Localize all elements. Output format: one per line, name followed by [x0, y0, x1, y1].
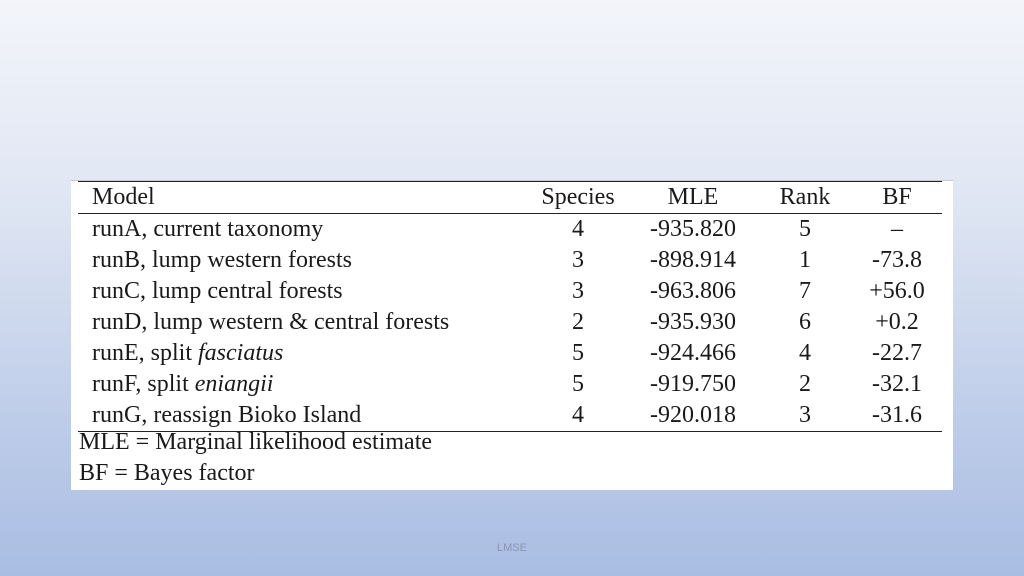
model-name: runD, lump western & central forests — [92, 309, 450, 335]
mle-cell: -898.914 — [650, 247, 736, 273]
table-row: runG, reassign Bioko Island 4 -920.018 3… — [78, 400, 942, 432]
model-cell: runG, reassign Bioko Island — [78, 400, 528, 432]
bf-cell: -32.1 — [872, 371, 922, 397]
table-row: runA, current taxonomy 4 -935.820 5 – — [78, 214, 942, 246]
header-bf: BF — [852, 181, 942, 214]
rank-cell: 4 — [799, 340, 811, 366]
header-rank: Rank — [758, 181, 852, 214]
mle-cell: -919.750 — [650, 371, 736, 397]
model-name: runB, lump western forests — [92, 247, 352, 273]
rank-cell: 3 — [758, 400, 852, 432]
mle-cell: -963.806 — [650, 278, 736, 304]
model-name: runE, split — [92, 340, 198, 366]
bf-cell: +56.0 — [869, 278, 925, 304]
rank-cell: 1 — [799, 247, 811, 273]
mle-cell: -920.018 — [628, 400, 758, 432]
rank-cell: 7 — [799, 278, 811, 304]
species-cell: 5 — [572, 340, 584, 366]
mle-cell: -924.466 — [650, 340, 736, 366]
model-name: runG, reassign Bioko Island — [92, 402, 362, 428]
table-footnotes: MLE = Marginal likelihood estimate BF = … — [79, 427, 432, 489]
bf-cell: -31.6 — [852, 400, 942, 432]
model-name: runF, split — [92, 371, 195, 397]
table-row: runE, split fasciatus 5 -924.466 4 -22.7 — [78, 338, 942, 369]
table-row: runD, lump western & central forests 2 -… — [78, 307, 942, 338]
rank-cell: 6 — [799, 309, 811, 335]
species-cell: 3 — [572, 247, 584, 273]
species-cell: 4 — [528, 400, 628, 432]
species-cell: 2 — [572, 309, 584, 335]
header-species: Species — [528, 181, 628, 214]
model-comparison-table-card: Model Species MLE Rank BF runA, current … — [71, 180, 953, 490]
mle-cell: -935.930 — [650, 309, 736, 335]
model-name: runC, lump central forests — [92, 278, 343, 304]
model-cell: runB, lump western forests — [78, 245, 528, 276]
model-cell: runC, lump central forests — [78, 276, 528, 307]
bf-cell: +0.2 — [875, 309, 919, 335]
table-row: runC, lump central forests 3 -963.806 7 … — [78, 276, 942, 307]
slide-footer-text: LMSE — [497, 542, 527, 554]
model-comparison-table: Model Species MLE Rank BF runA, current … — [78, 181, 942, 432]
footnote-bf: BF = Bayes factor — [79, 460, 255, 486]
model-name-italic: eniangii — [194, 371, 274, 397]
table-row: runF, split eniangii 5 -919.750 2 -32.1 — [78, 369, 942, 400]
model-name-italic: fasciatus — [198, 340, 284, 366]
rank-cell: 2 — [799, 371, 811, 397]
footnote-mle: MLE = Marginal likelihood estimate — [79, 429, 433, 455]
header-model: Model — [78, 181, 528, 214]
model-cell: runA, current taxonomy — [78, 214, 528, 246]
rank-cell: 5 — [799, 216, 811, 242]
species-cell: 3 — [572, 278, 584, 304]
bf-cell: -73.8 — [872, 247, 922, 273]
species-cell: 5 — [572, 371, 584, 397]
model-name: runA, current taxonomy — [92, 216, 324, 242]
model-cell: runD, lump western & central forests — [78, 307, 528, 338]
bf-cell: – — [891, 216, 903, 242]
species-cell: 4 — [572, 216, 584, 242]
table-row: runB, lump western forests 3 -898.914 1 … — [78, 245, 942, 276]
model-cell: runE, split fasciatus — [78, 338, 528, 369]
mle-cell: -935.820 — [650, 216, 736, 242]
bf-cell: -22.7 — [872, 340, 922, 366]
model-cell: runF, split eniangii — [78, 369, 528, 400]
header-mle: MLE — [628, 181, 758, 214]
table-header-row: Model Species MLE Rank BF — [78, 181, 942, 214]
